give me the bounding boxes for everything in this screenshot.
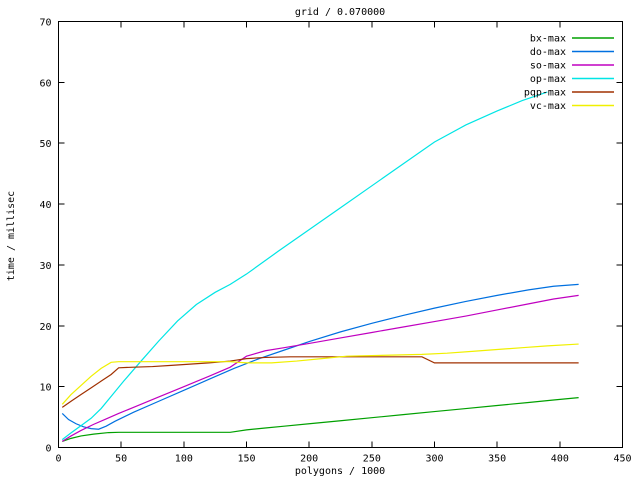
y-tick-label-0: 0 xyxy=(45,444,51,455)
legend-label-do-max: do-max xyxy=(530,47,566,58)
series-line-do-max xyxy=(61,283,579,430)
x-tick-label-2: 100 xyxy=(175,454,193,465)
series-lines xyxy=(61,91,579,442)
y-tick-label-1: 10 xyxy=(39,383,51,394)
legend-label-bx-max: bx-max xyxy=(530,34,566,45)
x-tick-label-3: 150 xyxy=(237,454,255,465)
series-line-so-max xyxy=(61,294,579,442)
x-tick-label-7: 350 xyxy=(488,454,506,465)
y-tick-label-3: 30 xyxy=(39,261,51,272)
legend-label-so-max: so-max xyxy=(530,61,566,72)
plot-frame xyxy=(58,21,623,448)
x-tick-label-9: 450 xyxy=(613,454,631,465)
legend-label-pqp-max: pqp-max xyxy=(524,88,566,99)
chart-title-group: grid / 0.070000 xyxy=(295,7,385,18)
legend: bx-max do-max so-max op-max pqp-max vc-max xyxy=(524,34,614,112)
x-axis-label: polygons / 1000 xyxy=(295,466,385,477)
series-line-op-max xyxy=(61,91,548,441)
legend-label-vc-max: vc-max xyxy=(530,101,566,112)
x-tick-label-0: 0 xyxy=(55,454,61,465)
series-line-vc-max xyxy=(61,343,579,405)
legend-label-op-max: op-max xyxy=(530,74,566,85)
x-axis: 0 50 100 150 200 250 300 350 400 450 xyxy=(55,21,632,465)
y-tick-label-7: 70 xyxy=(39,18,51,29)
x-tick-label-8: 400 xyxy=(551,454,569,465)
series-line-bx-max xyxy=(62,397,579,442)
x-tick-label-6: 300 xyxy=(425,454,443,465)
y-axis-label: time / millisec xyxy=(6,191,17,281)
chart-title: grid / 0.070000 xyxy=(295,7,385,18)
y-tick-label-5: 50 xyxy=(39,139,51,150)
x-tick-label-5: 250 xyxy=(363,454,381,465)
y-tick-label-6: 60 xyxy=(39,78,51,89)
y-tick-label-2: 20 xyxy=(39,322,51,333)
y-axis: 0 10 20 30 40 50 60 70 xyxy=(39,18,623,455)
series-line-pqp-max xyxy=(61,356,579,408)
x-tick-label-4: 200 xyxy=(300,454,318,465)
y-tick-label-4: 40 xyxy=(39,200,51,211)
x-tick-label-1: 50 xyxy=(115,454,127,465)
